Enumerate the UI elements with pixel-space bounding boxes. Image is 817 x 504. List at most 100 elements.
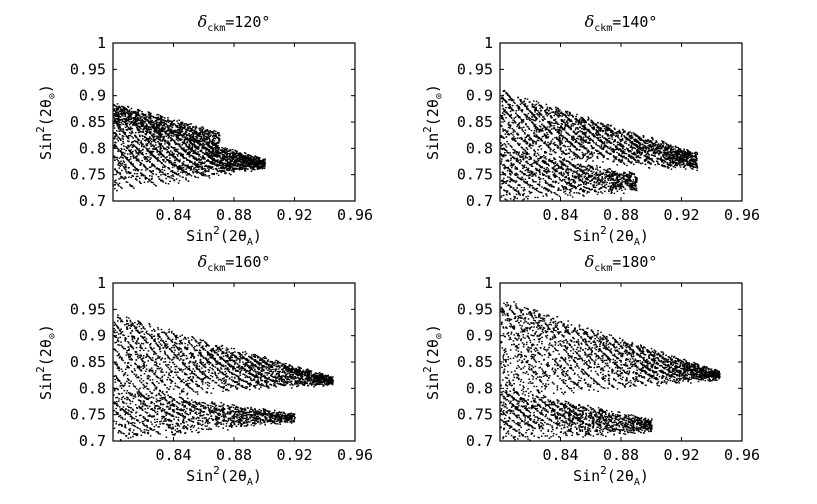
scatter-point: [215, 160, 218, 162]
scatter-point: [241, 157, 243, 159]
scatter-point: [644, 142, 647, 144]
scatter-point: [539, 155, 542, 158]
scatter-point: [654, 164, 657, 166]
scatter-point: [149, 117, 151, 120]
scatter-point: [160, 116, 163, 119]
scatter-point: [584, 148, 587, 150]
scatter-point: [154, 184, 157, 187]
scatter-point: [155, 126, 158, 128]
scatter-point: [215, 146, 218, 148]
scatter-point: [177, 135, 179, 137]
scatter-point: [154, 131, 156, 133]
scatter-point: [131, 151, 133, 153]
scatter-point: [545, 113, 547, 115]
scatter-point: [230, 169, 233, 172]
scatter-point: [616, 141, 619, 143]
scatter-point: [222, 155, 224, 158]
scatter-point: [167, 119, 169, 121]
scatter-point: [191, 144, 194, 147]
scatter-point: [631, 152, 633, 155]
scatter-point: [226, 154, 228, 156]
scatter-point: [553, 141, 556, 144]
scatter-point: [664, 149, 666, 152]
scatter-point: [577, 138, 580, 140]
scatter-point: [157, 176, 160, 178]
scatter-point: [186, 128, 188, 130]
scatter-point: [501, 100, 503, 103]
y-tick-label: 0.9: [79, 87, 106, 105]
scatter-point: [209, 157, 212, 159]
scatter-point: [205, 138, 207, 140]
scatter-point: [114, 144, 117, 147]
scatter-point: [137, 122, 140, 124]
scatter-point: [195, 145, 197, 147]
scatter-point: [143, 127, 145, 129]
scatter-point: [172, 120, 175, 122]
scatter-point: [155, 135, 157, 137]
scatter-point: [250, 155, 252, 157]
scatter-point: [636, 150, 639, 152]
scatter-point: [239, 152, 241, 154]
scatter-point: [655, 150, 658, 152]
scatter-point: [583, 147, 585, 149]
scatter-point: [179, 165, 182, 167]
scatter-point: [570, 126, 572, 128]
scatter-point: [201, 139, 204, 141]
scatter-point: [140, 172, 142, 174]
scatter-point: [189, 137, 192, 139]
scatter-point: [648, 144, 651, 146]
scatter-point: [219, 149, 221, 151]
scatter-point: [619, 143, 622, 145]
scatter-point: [177, 174, 179, 176]
scatter-point: [191, 165, 194, 167]
scatter-point: [196, 164, 199, 166]
scatter-point: [668, 151, 670, 153]
scatter-point: [197, 151, 199, 153]
scatter-point: [666, 153, 669, 155]
scatter-point: [118, 122, 120, 124]
scatter-point: [179, 167, 182, 169]
scatter-point: [220, 167, 223, 169]
scatter-point: [502, 136, 504, 138]
scatter-point: [140, 116, 142, 119]
scatter-point: [255, 156, 257, 158]
scatter-point: [599, 128, 602, 130]
scatter-point: [543, 117, 545, 120]
scatter-point: [538, 130, 541, 132]
scatter-point: [175, 164, 177, 166]
scatter-point: [151, 119, 154, 122]
scatter-point: [258, 167, 260, 169]
scatter-point: [228, 158, 231, 161]
scatter-point: [243, 159, 245, 161]
scatter-point: [236, 164, 239, 166]
scatter-point: [207, 175, 209, 177]
scatter-point: [630, 146, 633, 148]
scatter-point: [535, 100, 538, 103]
scatter-point: [134, 169, 137, 172]
scatter-point: [526, 107, 528, 109]
scatter-point: [685, 163, 688, 165]
scatter-point: [116, 130, 118, 132]
scatter-point: [127, 115, 130, 117]
scatter-point: [259, 159, 261, 162]
scatter-point: [129, 185, 132, 187]
scatter-point: [210, 154, 213, 156]
scatter-point: [643, 150, 646, 152]
scatter-point: [160, 124, 162, 126]
scatter-point: [147, 120, 149, 122]
scatter-point: [216, 169, 218, 171]
scatter-point: [125, 123, 128, 126]
scatter-point: [152, 140, 155, 142]
scatter-point: [141, 113, 144, 115]
scatter-point: [233, 163, 236, 165]
scatter-point: [163, 155, 165, 158]
scatter-point: [139, 163, 142, 165]
scatter-point: [146, 160, 149, 163]
scatter-point: [129, 112, 132, 115]
scatter-point: [183, 147, 185, 149]
scatter-point: [216, 132, 219, 135]
scatter-point: [114, 143, 116, 146]
scatter-point: [153, 155, 155, 158]
scatter-point: [205, 147, 208, 150]
scatter-point: [172, 123, 174, 126]
